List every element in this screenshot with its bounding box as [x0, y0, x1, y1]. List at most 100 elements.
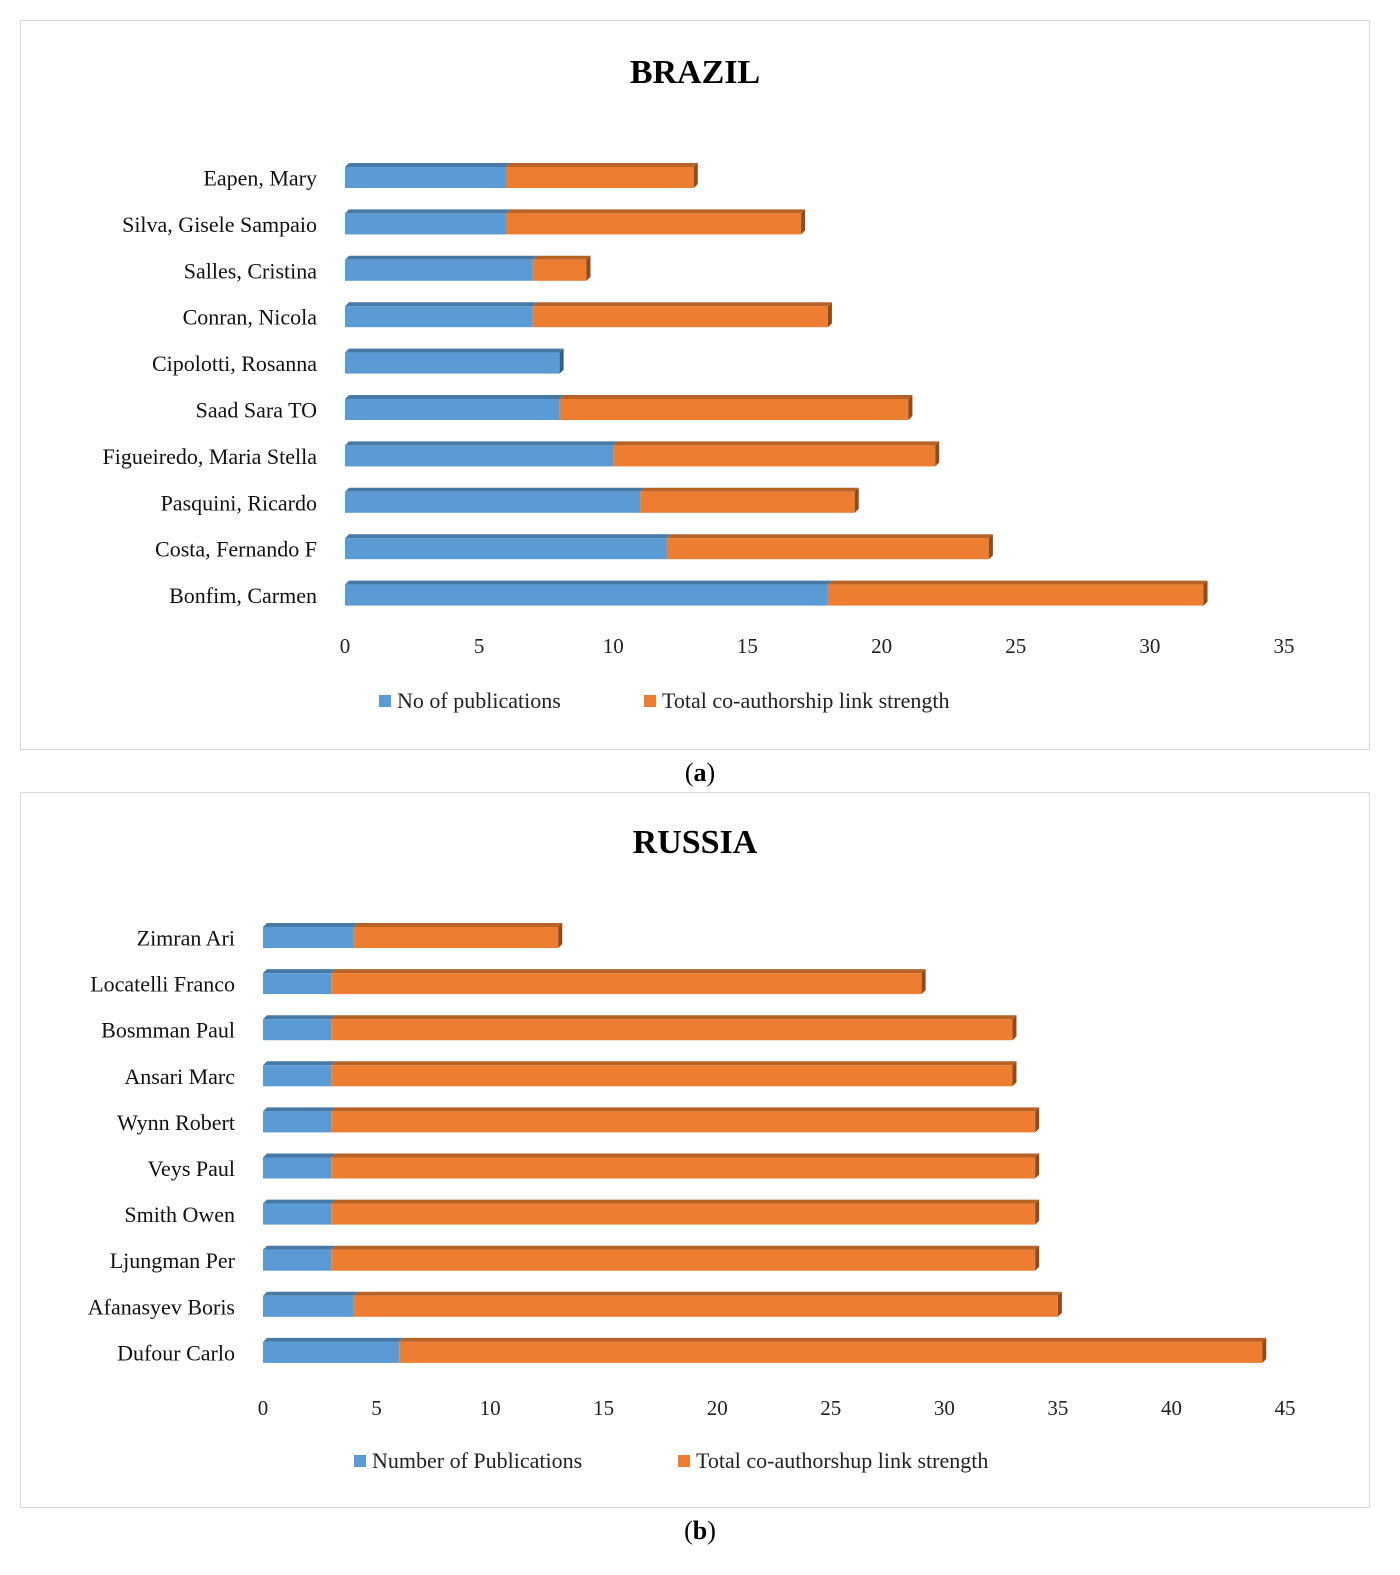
category-label: Salles, Cristina: [184, 258, 317, 283]
bar-end-face: [559, 348, 564, 374]
caption-b: (b): [684, 1516, 716, 1545]
bar-end-face: [558, 923, 563, 948]
category-label: Wynn Robert: [117, 1110, 235, 1135]
bar-top-face: [345, 255, 537, 260]
bar-segment-publications: [263, 1203, 332, 1225]
bar-end-face: [921, 969, 926, 995]
bar-end-face: [586, 255, 591, 281]
x-tick-label: 20: [871, 634, 892, 658]
bar-top-face: [263, 923, 358, 927]
bar-top-face: [331, 1199, 1040, 1204]
x-tick-label: 5: [474, 634, 485, 658]
bar-end-face: [801, 209, 806, 235]
bar-top-face: [263, 1337, 404, 1342]
category-label: Bonfim, Carmen: [169, 583, 317, 608]
bar-end-face: [1035, 1199, 1040, 1225]
category-label: Dufour Carlo: [117, 1340, 235, 1365]
category-label: Figueiredo, Maria Stella: [103, 444, 318, 469]
bar-top-face: [263, 1015, 336, 1020]
bar-segment-publications: [345, 491, 641, 513]
chart-panel-brazil: BRAZIL Eapen, Mary Silva, Gisele Sampaio Sa…: [20, 20, 1370, 750]
x-tick-label: 45: [1275, 1396, 1296, 1420]
bar-top-face: [263, 1199, 336, 1204]
bar-segment-link-strength: [331, 1249, 1036, 1271]
bar-top-face: [331, 1245, 1040, 1250]
legend-label: Total co-authorshup link strength: [696, 1448, 988, 1473]
bar-end-face: [935, 441, 940, 467]
x-tick-label: 10: [603, 634, 624, 658]
bar-segment-link-strength: [666, 538, 989, 560]
category-label: Afanasyev Boris: [88, 1294, 235, 1319]
x-tick-label: 30: [1139, 634, 1160, 658]
legend-label: Number of Publications: [372, 1448, 582, 1473]
bar-end-face: [827, 302, 832, 328]
legend-label: No of publications: [397, 688, 561, 713]
bar-segment-link-strength: [559, 399, 909, 420]
bar-segment-publications: [345, 352, 560, 374]
bar-segment-link-strength: [505, 167, 694, 188]
x-tick-label: 25: [820, 1396, 841, 1420]
bar-segment-link-strength: [640, 491, 855, 513]
x-tick-label: 20: [707, 1396, 728, 1420]
bar-segment-publications: [263, 1111, 332, 1133]
bar-top-face: [666, 534, 993, 539]
bar-segment-link-strength: [399, 1341, 1263, 1363]
bar-segment-publications: [345, 167, 506, 188]
bar-end-face: [1262, 1337, 1267, 1363]
bar-top-face: [263, 969, 336, 974]
bar-segment-link-strength: [353, 1295, 1058, 1317]
bar-segment-publications: [263, 1065, 332, 1087]
bar-top-face: [613, 441, 940, 446]
category-label: Locatelli Franco: [90, 972, 235, 997]
bar-end-face: [908, 395, 913, 420]
bar-top-face: [331, 1061, 1017, 1066]
bar-top-face: [345, 534, 671, 539]
category-label: Cipolotti, Rosanna: [152, 351, 317, 376]
chart-title: BRAZIL: [630, 54, 760, 91]
bar-segment-publications: [345, 306, 533, 328]
bar-top-face: [559, 395, 913, 399]
bar-top-face: [399, 1337, 1267, 1342]
bar-segment-link-strength: [331, 1019, 1013, 1041]
bar-segment-link-strength: [331, 1111, 1036, 1133]
legend-swatch: [379, 695, 391, 707]
category-label: Pasquini, Ricardo: [161, 490, 317, 515]
legend-swatch: [354, 1455, 366, 1467]
x-tick-label: 30: [934, 1396, 955, 1420]
bar-segment-publications: [345, 399, 560, 420]
chart-panel-russia: RUSSIA Zimran Ari Locatelli Franco Bosmman …: [20, 792, 1370, 1508]
x-tick-label: 0: [258, 1396, 269, 1420]
bar-top-face: [345, 348, 564, 353]
bar-top-face: [263, 1245, 336, 1250]
bar-segment-link-strength: [331, 1157, 1036, 1179]
caption-a: (a): [684, 758, 716, 787]
bar-segment-link-strength: [613, 445, 936, 467]
category-label: Silva, Gisele Sampaio: [122, 212, 317, 237]
x-tick-label: 25: [1005, 634, 1026, 658]
bar-top-face: [331, 1153, 1040, 1158]
x-tick-label: 10: [480, 1396, 501, 1420]
category-label: Costa, Fernando F: [155, 537, 317, 562]
bar-segment-link-strength: [353, 927, 559, 948]
bar-top-face: [345, 487, 645, 492]
bar-top-face: [345, 163, 510, 167]
bar-end-face: [1012, 1061, 1017, 1087]
bar-top-face: [345, 395, 564, 399]
bar-end-face: [693, 163, 698, 188]
bar-top-face: [331, 969, 926, 974]
bar-segment-publications: [263, 1019, 332, 1041]
bar-top-face: [345, 580, 832, 585]
legend-label: Total co-authorship link strength: [662, 688, 949, 713]
bar-segment-publications: [345, 538, 667, 560]
x-tick-label: 5: [371, 1396, 382, 1420]
bar-top-face: [345, 302, 537, 307]
bar-chart-brazil: BRAZIL Eapen, Mary Silva, Gisele Sampaio Sa…: [103, 54, 1295, 713]
bar-top-face: [263, 1291, 358, 1296]
bar-end-face: [854, 487, 859, 513]
bar-segment-link-strength: [827, 584, 1204, 606]
x-tick-label: 15: [593, 1396, 614, 1420]
bar-end-face: [1057, 1291, 1062, 1317]
category-label: Zimran Ari: [137, 926, 235, 951]
bar-top-face: [532, 302, 832, 307]
bar-top-face: [353, 923, 563, 927]
